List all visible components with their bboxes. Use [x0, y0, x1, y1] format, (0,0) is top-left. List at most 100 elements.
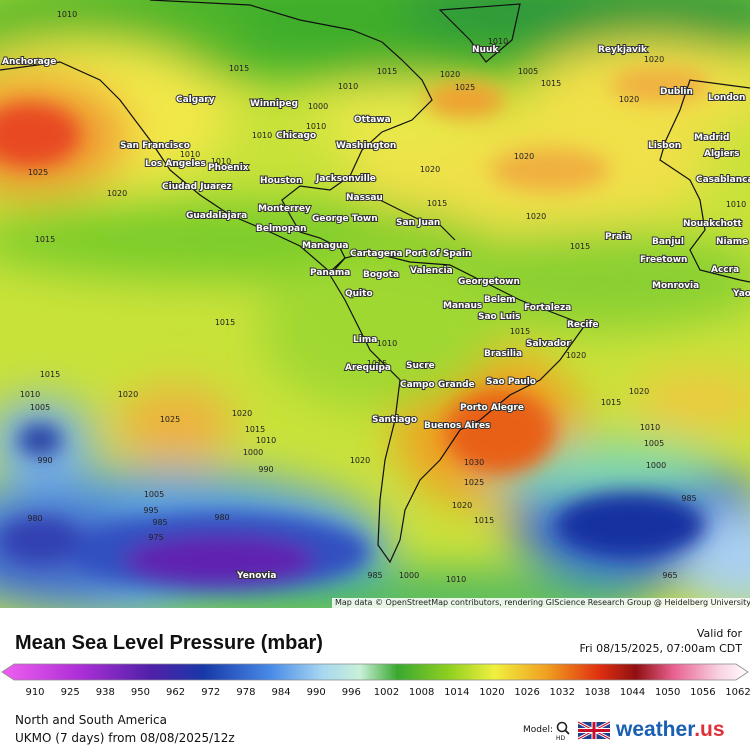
city-label: Ciudad Juarez: [162, 182, 232, 192]
isobar-label: 985: [681, 494, 696, 503]
city-label: Praia: [605, 232, 631, 242]
isobar-label: 1020: [107, 189, 127, 198]
pressure-center: [490, 148, 610, 192]
city-label: Ottawa: [354, 115, 391, 125]
city-label: Monterrey: [258, 204, 311, 214]
isobar-label: 1015: [541, 79, 561, 88]
city-label: Nouakchott: [683, 219, 742, 229]
city-label: Nuuk: [472, 45, 499, 55]
city-label: San Francisco: [120, 141, 190, 151]
isobar-label: 1020: [118, 390, 138, 399]
pressure-center: [125, 535, 315, 585]
isobar-label: 1010: [57, 10, 77, 19]
isobar-label: 1010: [20, 390, 40, 399]
city-label: Santiago: [372, 415, 417, 425]
isobar-label: 1010: [338, 82, 358, 91]
isobar-label: 980: [214, 513, 229, 522]
city-label: Lima: [353, 335, 377, 345]
colorbar-ticks: 910 925 938 950 962 972 978 984 990 996 1002 1008 10…: [0, 687, 750, 701]
colorbar-scale: [1, 663, 749, 681]
isobar-label: 1015: [377, 67, 397, 76]
city-label: Washington: [336, 141, 396, 151]
colorbar-tick-label: 996: [341, 687, 361, 698]
isobar-label: 1015: [35, 235, 55, 244]
attribution: Map data © OpenStreetMap contributors, r…: [332, 598, 750, 608]
city-label: Houston: [260, 176, 302, 186]
isobar-label: 1025: [28, 168, 48, 177]
city-label: Sao Luis: [478, 312, 520, 322]
isobar-label: 1010: [446, 575, 466, 584]
valid-time: Fri 08/15/2025, 07:00am CDT: [579, 642, 742, 655]
model-label: Model:: [523, 725, 554, 735]
city-label: Belem: [484, 295, 516, 305]
city-label: Quito: [345, 289, 373, 299]
colorbar-tick-label: 1038: [584, 687, 611, 698]
isobar-label: 1020: [619, 95, 639, 104]
city-label: Nassau: [346, 193, 383, 203]
isobar-label: 1000: [646, 461, 666, 470]
isobar-label: 1015: [474, 516, 494, 525]
pressure-area: [400, 0, 750, 50]
isobar-label: 1030: [464, 458, 484, 467]
pressure-area: [630, 372, 750, 428]
model-icon-label: HD: [556, 735, 566, 742]
city-label: Guadalajara: [186, 211, 247, 221]
pressure-center: [0, 103, 80, 167]
colorbar-tick-label: 910: [25, 687, 45, 698]
isobar-label: 1025: [464, 478, 484, 487]
isobar-label: 1025: [160, 415, 180, 424]
isobar-label: 985: [367, 571, 382, 580]
pressure-core: [0, 67, 710, 592]
city-label: Yao: [732, 289, 750, 299]
city-label: Calgary: [176, 95, 215, 105]
isobar-label: 1020: [420, 165, 440, 174]
isobar-label: 1015: [570, 242, 590, 251]
city-label: Madrid: [694, 133, 729, 143]
city-label: Yenovia: [236, 571, 276, 581]
isobar-label: 990: [258, 465, 273, 474]
isobar-label: 1005: [144, 490, 164, 499]
isobar-label: 1010: [377, 339, 397, 348]
isobar-label: 1010: [726, 200, 746, 209]
colorbar-tick-label: 1050: [654, 687, 681, 698]
isobar-label: 1010: [306, 122, 326, 131]
colorbar: [1, 663, 749, 681]
isobar-label: 1000: [243, 448, 263, 457]
city-label: Brasilia: [484, 349, 522, 359]
city-label: Fortaleza: [524, 303, 571, 313]
city-label: Lisbon: [648, 141, 681, 151]
model-run: UKMO (7 days) from 08/08/2025/12z: [15, 731, 235, 745]
city-label: Niame: [716, 237, 748, 247]
city-label: Bogota: [363, 270, 399, 280]
isobar-label: 990: [37, 456, 52, 465]
city-label: Accra: [711, 265, 739, 275]
region: North and South America: [15, 713, 167, 727]
isobar-label: 1015: [229, 64, 249, 73]
city-label: Porto Alegre: [460, 403, 524, 413]
colorbar-tick-label: 1002: [373, 687, 400, 698]
isobar-label: 975: [148, 533, 163, 542]
colorbar-tick-label: 962: [166, 687, 186, 698]
city-label: Phoenix: [208, 163, 249, 173]
city-label: Banjul: [652, 237, 684, 247]
city-label: Valencia: [410, 266, 453, 276]
city-label: Freetown: [640, 255, 687, 265]
colorbar-tick-label: 972: [201, 687, 221, 698]
city-label: Reykjavik: [598, 45, 648, 55]
city-label: Arequipa: [345, 363, 391, 373]
map: 1010 1015 1015 1000 1010 1010 1010 1020 1025 1010…: [0, 0, 750, 608]
city-label: Port of Spain: [405, 249, 471, 259]
city-labels: Anchorage Calgary Winnipeg Nuuk Reykjavik Dub…: [1, 44, 750, 582]
isobar-labels: 1010 1015 1015 1000 1010 1010 1010 1020 1025 1010…: [20, 10, 746, 584]
isobar-label: 1020: [566, 351, 586, 360]
valid-label: Valid for: [696, 627, 742, 640]
isobar-label: 1015: [510, 327, 530, 336]
isobar-label: 995: [143, 506, 158, 515]
pressure-center: [425, 82, 505, 118]
city-label: Casablanca: [696, 175, 750, 185]
pressure-area: [260, 250, 500, 410]
isobar-label: 1015: [215, 318, 235, 327]
valid-block: Valid for Fri 08/15/2025, 07:00am CDT: [579, 626, 742, 656]
pressure-area: [115, 387, 235, 463]
